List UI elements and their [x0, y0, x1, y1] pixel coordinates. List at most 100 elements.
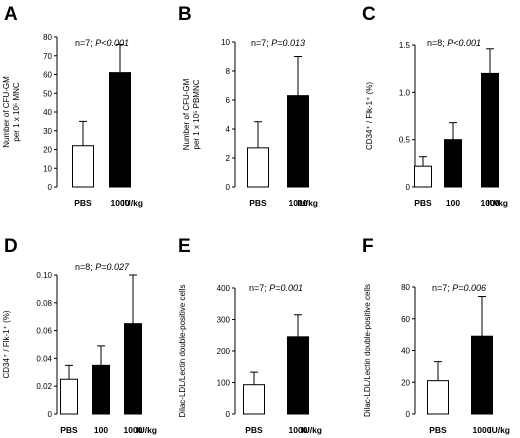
y-tick-label: 4	[226, 125, 231, 134]
y-axis-label-line: per 1 x 10⁵ PBMNC	[192, 79, 201, 149]
y-tick-label: 40	[401, 347, 410, 356]
category-label: PBS	[414, 198, 432, 208]
stats-n: n=8;	[75, 262, 95, 272]
y-axis-label: Number of CFU-GMper 1 x 10⁵ MNC	[2, 76, 21, 148]
y-axis-label: Number of CFU-GMper 1 x 10⁵ PBMNC	[182, 78, 201, 150]
bar	[481, 72, 499, 188]
y-tick-label: 80	[43, 33, 52, 42]
y-tick-label: 1.5	[399, 41, 411, 50]
stats-annotation: n=7; P<0.001	[75, 38, 129, 48]
chart-panel-c: C 0 0.5 1.0 1.5 CD34⁺ / Flk-1⁺ (%) n=8; P<0.00…	[362, 4, 508, 208]
category-label: 1000	[473, 425, 492, 435]
y-tick-label: 400	[217, 284, 231, 293]
y-tick-label: 100	[217, 379, 231, 388]
category-label: 1000	[481, 198, 500, 208]
panel-letter: C	[362, 4, 376, 25]
panel-letter: E	[178, 236, 191, 257]
stats-n: n=7;	[432, 283, 452, 293]
panel-letter: A	[4, 4, 18, 25]
y-tick-label: 20	[43, 146, 52, 155]
y-axis-label-line: Number of CFU-GM	[2, 76, 11, 148]
unit-label: IU/kg	[301, 425, 322, 435]
chart-panel-e: E 0 100 200 300 400 Dilac-LDL/Lectin double-po…	[178, 236, 322, 435]
bar	[243, 384, 265, 415]
category-label: PBS	[429, 425, 447, 435]
bar	[109, 72, 131, 188]
y-tick-label: 200	[217, 347, 231, 356]
y-tick-label: 0	[48, 183, 53, 192]
bar	[287, 336, 309, 415]
bar	[72, 145, 94, 188]
y-tick-label: 10	[221, 38, 230, 47]
y-tick-label: 40	[43, 108, 52, 117]
category-label: PBS	[249, 198, 267, 208]
y-axis-label-line: Dilac-LDL/Lectin double-positive cells	[178, 285, 187, 418]
y-tick-label: 0	[226, 183, 231, 192]
y-tick-label: 20	[401, 378, 410, 387]
y-tick-label: 0	[406, 410, 411, 419]
category-label: 1000	[289, 198, 308, 208]
y-tick-label: 0.04	[36, 354, 52, 363]
bar	[124, 323, 142, 415]
y-tick-label: 0.10	[36, 271, 52, 280]
y-tick-label: 0.02	[36, 382, 52, 391]
chart-panel-f: F 0 20 40 60 80 Dilac-LDL/Lectin double-positi…	[362, 236, 510, 435]
y-tick-label: 0	[48, 410, 53, 419]
y-tick-label: 30	[43, 127, 52, 136]
stats-p: P<0.001	[95, 38, 129, 48]
stats-annotation: n=8; P=0.027	[75, 262, 130, 272]
panel-letter: B	[178, 4, 192, 25]
y-tick-label: 10	[43, 164, 52, 173]
category-label: PBS	[245, 425, 263, 435]
y-axis-label-line: CD34⁺ / Flk-1⁺ (%)	[2, 310, 11, 378]
y-tick-label: 70	[43, 52, 52, 61]
y-tick-label: 0.08	[36, 299, 52, 308]
stats-annotation: n=7; P=0.013	[251, 38, 305, 48]
unit-label: IU/kg	[489, 425, 510, 435]
y-tick-label: 8	[226, 67, 231, 76]
y-axis-label: Dilac-LDL/Lectin double-positive cells	[178, 285, 187, 418]
stats-n: n=7;	[75, 38, 95, 48]
stats-p: P<0.001	[447, 38, 481, 48]
y-tick-label: 60	[401, 315, 410, 324]
stats-n: n=7;	[251, 38, 271, 48]
bar	[287, 95, 309, 188]
category-label: 1000	[124, 425, 143, 435]
y-axis-label-line: CD34⁺ / Flk-1⁺ (%)	[365, 82, 374, 150]
panel-letter: F	[362, 236, 374, 257]
panel-letter: D	[4, 236, 18, 257]
category-label: 1000	[111, 198, 130, 208]
stats-p: P=0.027	[95, 262, 130, 272]
y-axis-label: Dilac-LDL/Lectin double-positive cells	[363, 284, 372, 417]
bar	[444, 139, 462, 188]
y-axis-label-line: per 1 x 10⁵ MNC	[12, 82, 21, 142]
chart-panel-a: A 0 10 20 30 40 50 60 70 80 Number of CFU-GMper 1 …	[2, 4, 143, 208]
chart-panel-b: B 0 2 4 6 8 10 Number of CFU-GMper 1 x 10⁵ PBMN…	[178, 4, 318, 208]
y-axis-label: CD34⁺ / Flk-1⁺ (%)	[2, 310, 11, 378]
bar	[427, 380, 449, 415]
category-label: 100	[94, 425, 108, 435]
bar	[414, 165, 432, 188]
y-tick-label: 60	[43, 71, 52, 80]
category-label: PBS	[74, 198, 92, 208]
y-axis-label-line: Number of CFU-GM	[182, 78, 191, 150]
unit-label: IU/kg	[136, 425, 157, 435]
bar	[92, 364, 110, 415]
chart-panel-d: D 0 0.02 0.04 0.06 0.08 0.10 CD34⁺ / Flk-1⁺ (%)…	[2, 236, 157, 435]
unit-label: IU/kg	[297, 198, 318, 208]
y-tick-label: 300	[217, 316, 231, 325]
bar	[471, 335, 493, 415]
y-axis-label-line: Dilac-LDL/Lectin double-positive cells	[363, 284, 372, 417]
category-label: PBS	[60, 425, 78, 435]
stats-p: P=0.006	[452, 283, 486, 293]
y-tick-label: 6	[226, 96, 231, 105]
y-axis-label: CD34⁺ / Flk-1⁺ (%)	[365, 82, 374, 150]
y-tick-label: 1.0	[399, 88, 411, 97]
y-tick-label: 0	[406, 183, 411, 192]
stats-p: P=0.001	[269, 283, 303, 293]
stats-annotation: n=7; P=0.006	[432, 283, 486, 293]
y-tick-label: 0	[226, 410, 231, 419]
stats-n: n=8;	[427, 38, 447, 48]
y-tick-label: 0.06	[36, 327, 52, 336]
